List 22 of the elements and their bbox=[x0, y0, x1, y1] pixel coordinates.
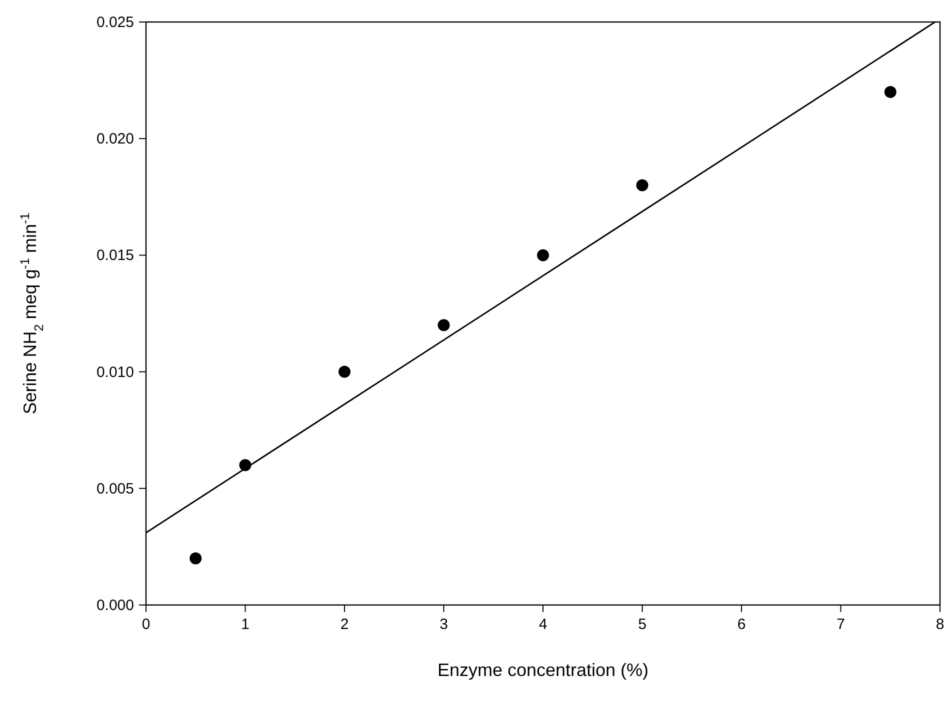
x-axis-title: Enzyme concentration (%) bbox=[437, 660, 649, 680]
point bbox=[884, 86, 896, 98]
point bbox=[190, 552, 202, 564]
y-tick-label: 0.015 bbox=[96, 247, 134, 264]
x-tick-label: 2 bbox=[340, 616, 349, 633]
x-tick-label: 4 bbox=[538, 616, 548, 633]
x-tick-label: 8 bbox=[936, 616, 944, 633]
point bbox=[537, 249, 549, 262]
x-tick-label: 3 bbox=[440, 616, 448, 633]
y-tick-label: 0.025 bbox=[96, 14, 134, 31]
point bbox=[636, 179, 648, 192]
x-tick-label: 6 bbox=[737, 616, 746, 633]
x-tick-label: 1 bbox=[241, 616, 250, 633]
y-tick-label: 0.000 bbox=[96, 597, 134, 614]
y-tick-label: 0.005 bbox=[96, 480, 134, 498]
x-tick-label: 7 bbox=[836, 616, 845, 633]
y-tick-label: 0.020 bbox=[96, 130, 134, 148]
point bbox=[338, 366, 350, 378]
x-tick-label: 0 bbox=[142, 616, 150, 633]
x-tick-label: 5 bbox=[638, 616, 646, 633]
y-tick-label: 0.010 bbox=[96, 364, 134, 381]
point bbox=[438, 319, 450, 332]
